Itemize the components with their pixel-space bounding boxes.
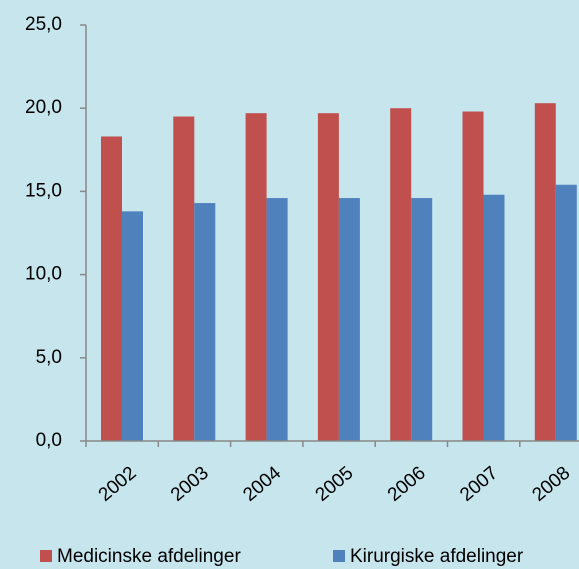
y-tick-label: 5,0	[36, 347, 62, 368]
bar	[266, 198, 288, 441]
bar	[317, 113, 339, 441]
y-tick-label: 0,0	[36, 430, 62, 451]
bar	[534, 103, 556, 441]
legend-swatch	[333, 550, 345, 562]
y-tick-label: 15,0	[25, 180, 62, 201]
bar	[101, 136, 122, 441]
legend-label: Kirurgiske afdelinger	[350, 546, 524, 567]
bar	[555, 184, 577, 441]
bar	[338, 198, 360, 441]
bar	[411, 198, 433, 441]
bar	[122, 211, 143, 441]
bar	[173, 116, 195, 442]
bar	[483, 194, 505, 441]
y-tick-label: 20,0	[25, 97, 62, 118]
bar	[462, 111, 484, 441]
bar	[390, 108, 412, 441]
y-tick-label: 25,0	[25, 14, 62, 35]
bar	[245, 113, 267, 441]
legend-label: Medicinske afdelinger	[57, 546, 241, 567]
legend-swatch	[40, 550, 52, 562]
bar	[194, 203, 216, 441]
y-tick-label: 10,0	[25, 264, 62, 285]
